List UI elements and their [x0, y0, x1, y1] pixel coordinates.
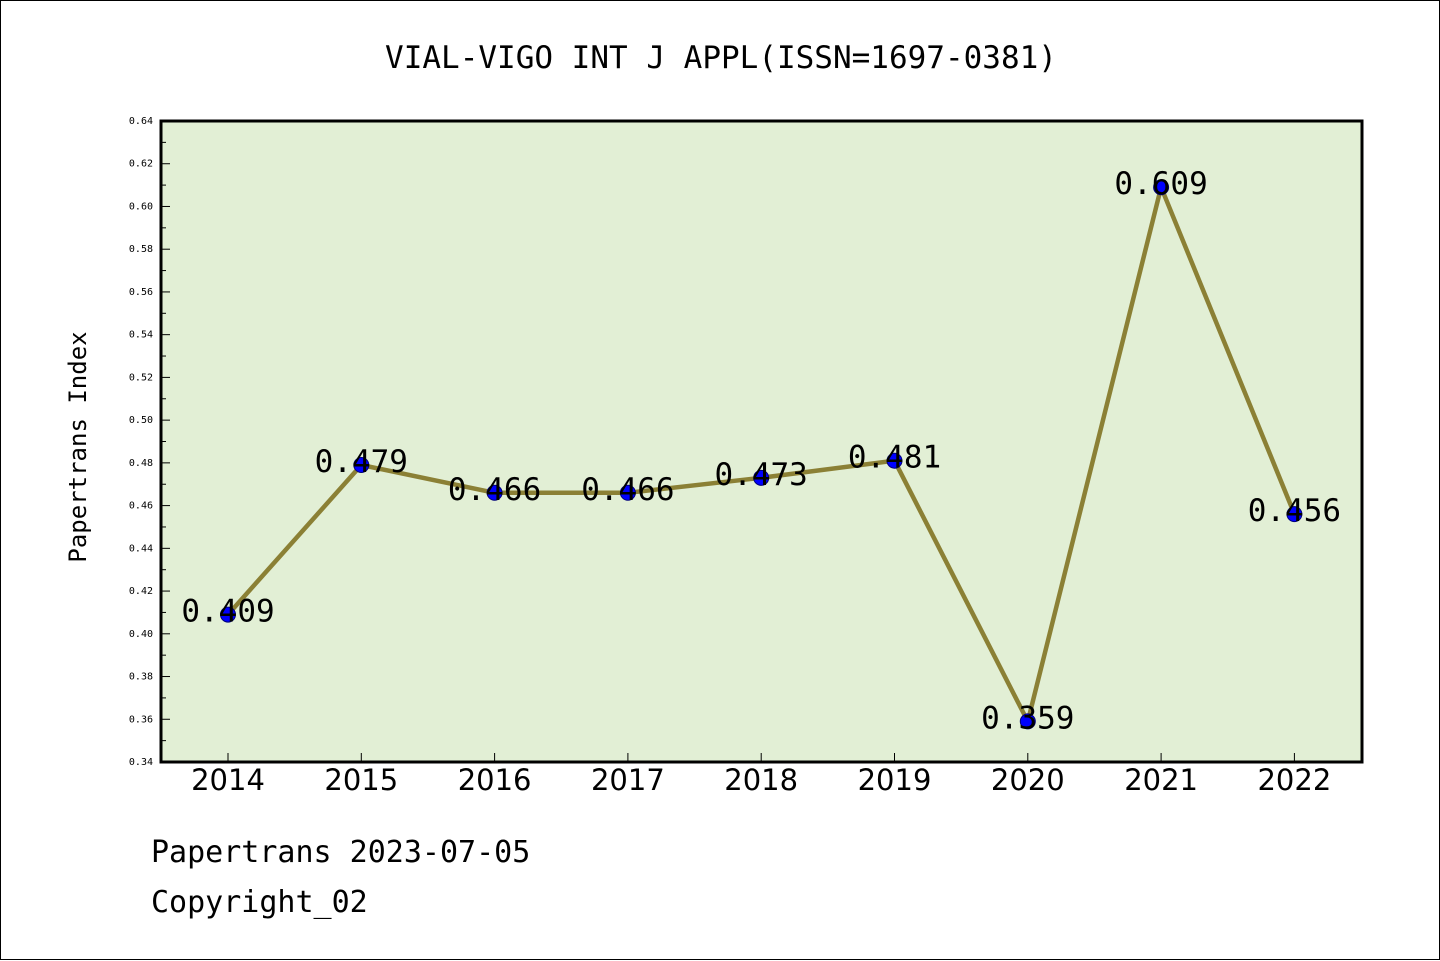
- plot-area: [159, 119, 1364, 764]
- y-tick-label: 0.40: [129, 629, 153, 640]
- y-tick-label: 0.62: [129, 159, 153, 170]
- y-tick-label: 0.52: [129, 372, 153, 383]
- data-label: 0.466: [581, 472, 674, 508]
- y-tick-label: 0.36: [129, 714, 153, 725]
- footer-source: Papertrans 2023-07-05: [151, 835, 531, 870]
- data-point-group: [220, 179, 1303, 730]
- data-label: 0.473: [715, 457, 808, 493]
- data-label: 0.456: [1248, 493, 1341, 529]
- x-tick-label: 2017: [591, 763, 665, 797]
- y-tick-label: 0.34: [129, 757, 153, 768]
- y-tick-label: 0.54: [129, 330, 153, 341]
- data-point: [220, 606, 236, 623]
- x-tick-label: 2018: [724, 763, 798, 797]
- x-tick-label: 2022: [1257, 763, 1331, 797]
- data-point: [1286, 506, 1303, 523]
- x-tick-label: 2019: [858, 763, 932, 797]
- y-tick-label: 0.44: [129, 543, 153, 554]
- data-point: [486, 484, 503, 501]
- chart-title: VIAL-VIGO INT J APPL(ISSN=1697-0381): [385, 40, 1057, 76]
- y-tick-label: 0.56: [129, 287, 153, 298]
- data-label-group: 0.409 0.479 0.466 0.466 0.473 0.481 0.359 0.609…: [181, 166, 1341, 736]
- y-tick-label: 0.48: [129, 458, 153, 469]
- y-axis-ticks: 0.34 0.36 0.38 0.40 0.42 0.44 0.46 0.48 0.50 0.52…: [129, 116, 170, 768]
- data-point: [619, 484, 636, 501]
- y-tick-label: 0.50: [129, 415, 153, 426]
- y-tick-label: 0.38: [129, 672, 153, 683]
- data-point: [886, 452, 903, 469]
- y-tick-label: 0.64: [129, 116, 153, 127]
- x-tick-label: 2020: [991, 763, 1065, 797]
- x-tick-label: 2014: [191, 763, 265, 797]
- data-label: 0.409: [181, 594, 274, 630]
- y-tick-label: 0.58: [129, 244, 153, 255]
- data-point: [1019, 713, 1036, 730]
- x-tick-label: 2015: [324, 763, 398, 797]
- data-point: [753, 469, 770, 486]
- y-tick-label: 0.46: [129, 501, 153, 512]
- y-tick-label: 0.60: [129, 201, 153, 212]
- y-tick-label: 0.42: [129, 586, 153, 597]
- data-label: 0.609: [1114, 166, 1207, 202]
- data-point: [353, 457, 370, 474]
- data-label: 0.466: [448, 472, 541, 508]
- data-point: [1153, 179, 1170, 196]
- data-label: 0.479: [315, 444, 408, 480]
- data-label: 0.359: [981, 700, 1074, 736]
- x-tick-label: 2016: [458, 763, 532, 797]
- data-label: 0.481: [848, 440, 941, 476]
- x-axis-ticks: 2014 2015 2016 2017 2018 2019 2020 2021 2022: [191, 753, 1331, 797]
- y-axis-label: Papertrans Index: [64, 331, 92, 562]
- x-tick-label: 2021: [1124, 763, 1198, 797]
- footer-copyright: Copyright_02: [151, 885, 368, 920]
